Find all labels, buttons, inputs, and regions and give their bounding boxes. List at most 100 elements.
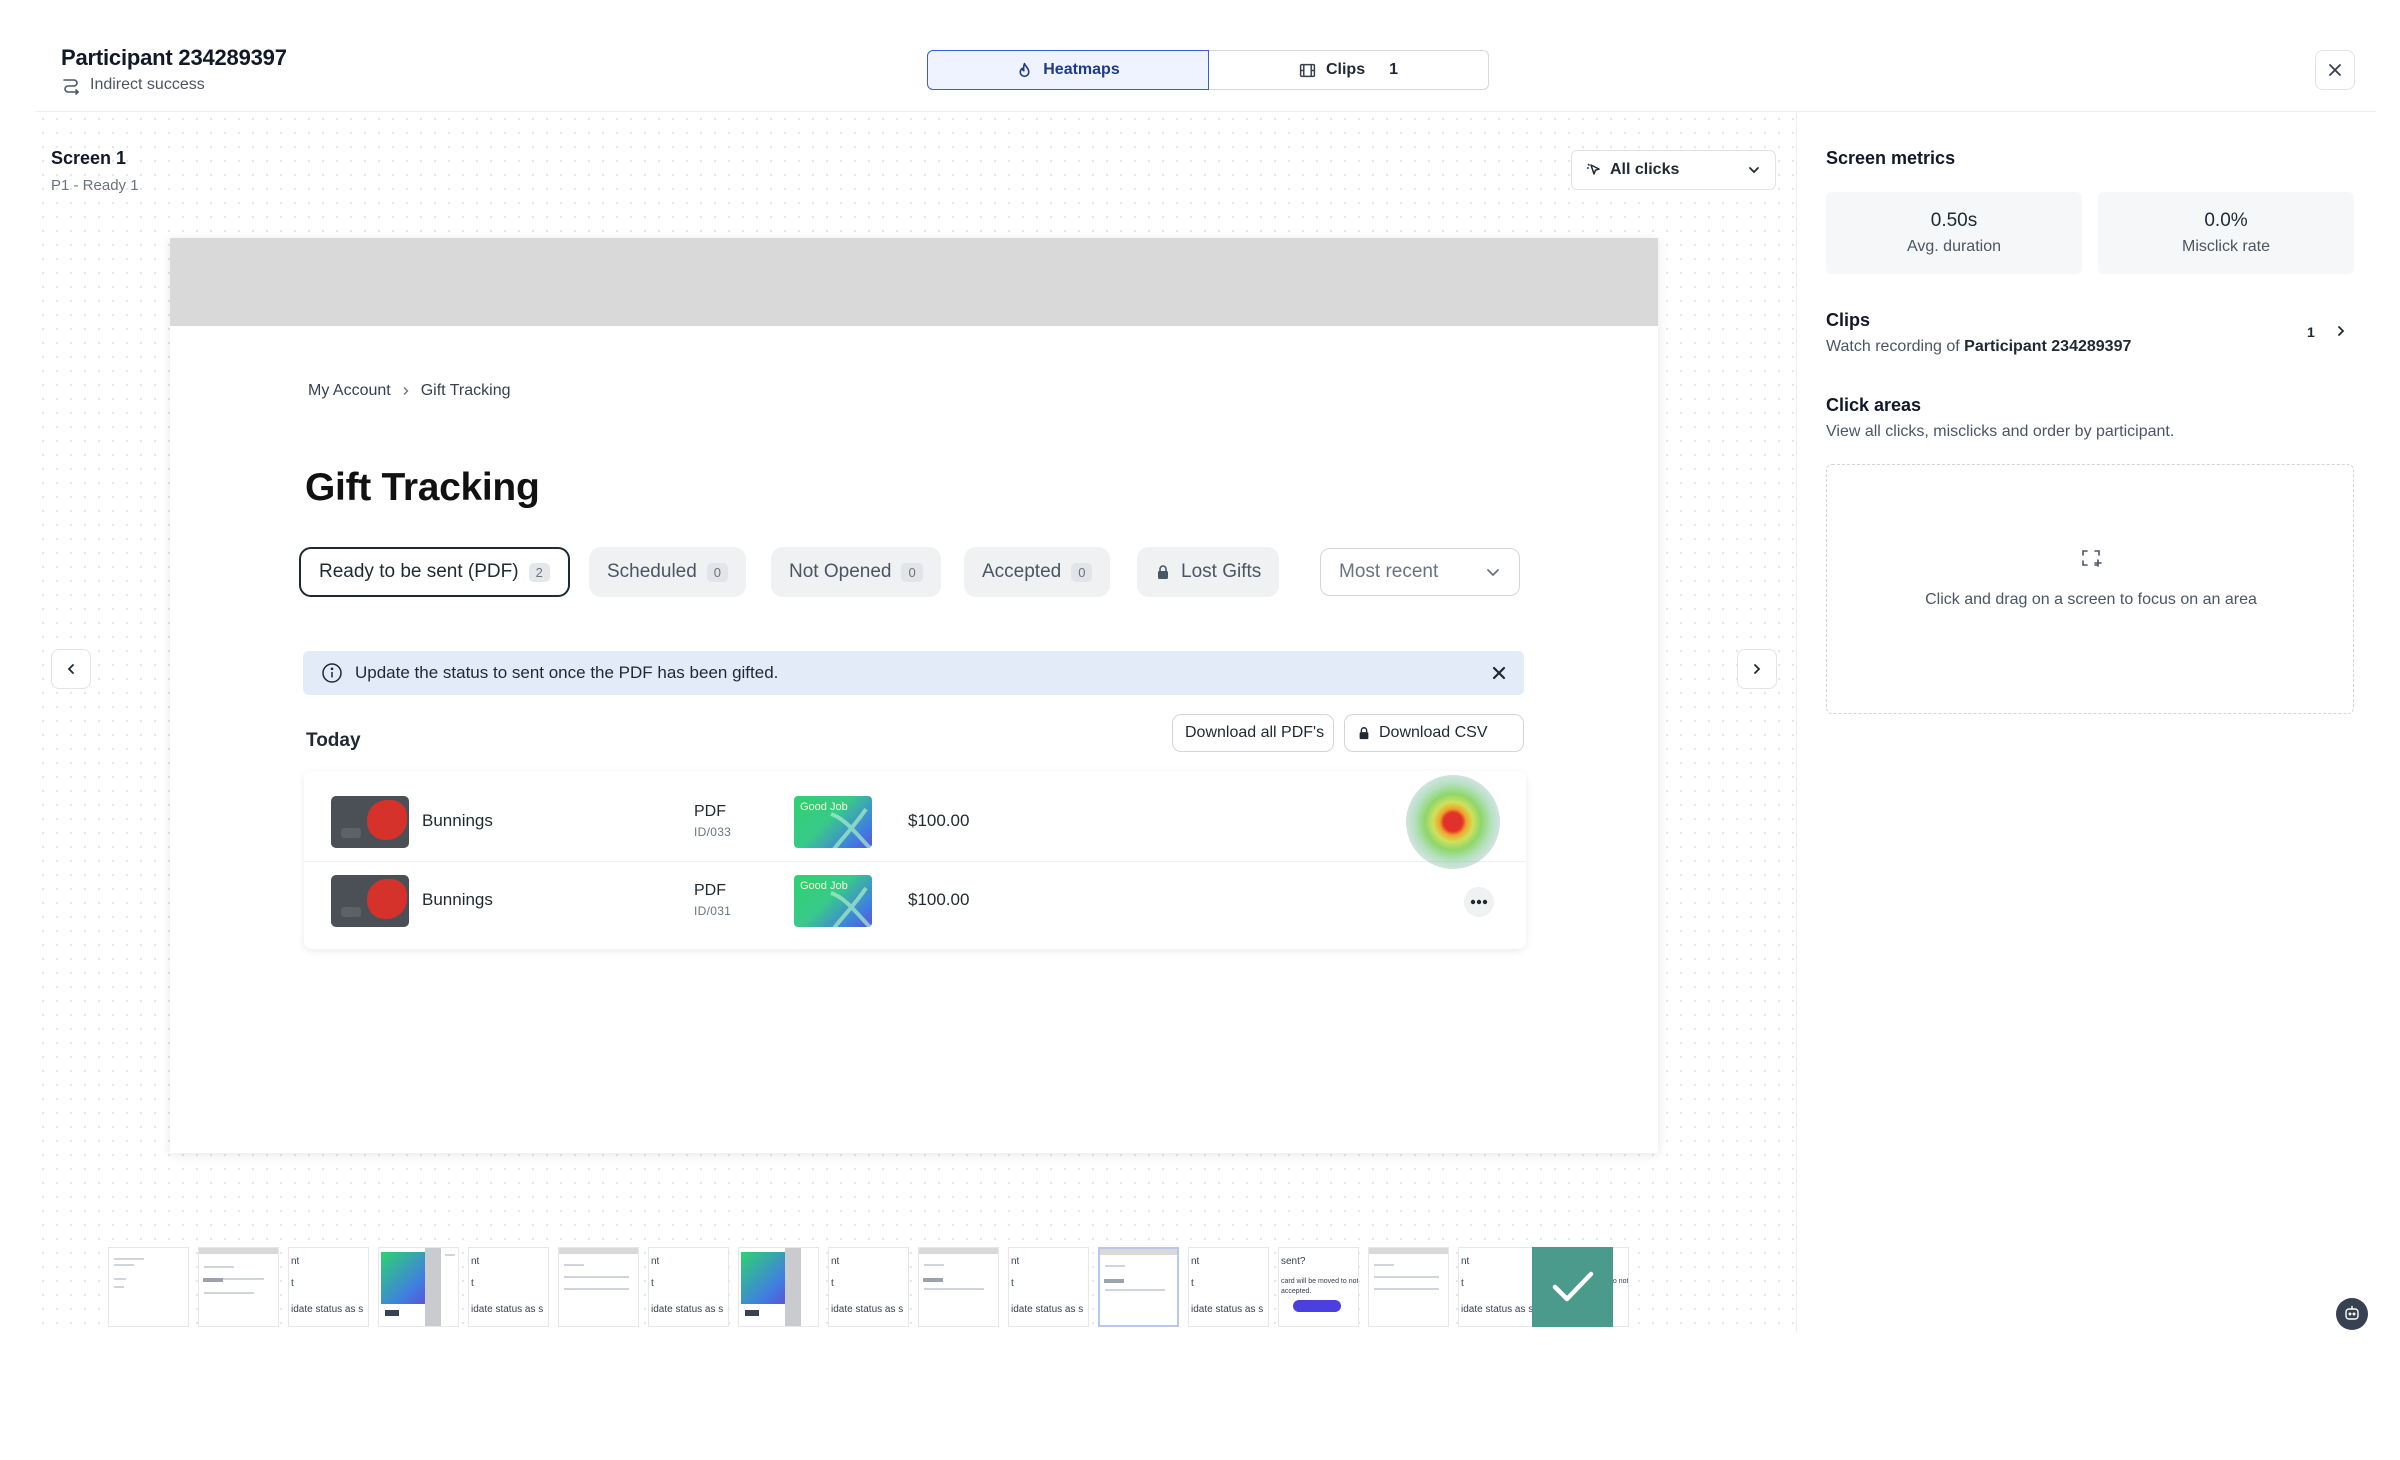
breadcrumb-gift-tracking: Gift Tracking [420,382,511,399]
filter-count: 2 [528,562,550,582]
clicks-filter-select[interactable]: All clicks [1571,150,1776,190]
tab-heatmaps-label: Heatmaps [1043,61,1120,78]
next-screen-button[interactable] [1737,649,1777,689]
click-area-empty-text: Click and drag on a screen to focus on a… [1925,591,2257,608]
mock-topbar [170,238,1658,326]
participant-status: Indirect success [61,75,205,95]
screen-thumbnail[interactable] [1368,1247,1449,1327]
filter-lost-gifts: Lost Gifts [1137,547,1280,597]
close-button[interactable] [2315,50,2355,90]
screen-thumbnail[interactable]: nt t idate status as s [288,1247,369,1327]
screen-thumbnail[interactable] [198,1247,279,1327]
screen-thumbnail[interactable] [558,1247,639,1327]
more-horizontal-icon [1470,899,1488,905]
gift-row: Bunnings PDF ID/033 Good Job $100.00 [304,783,1526,861]
close-icon [1492,666,1506,680]
heatmap-click-spot [1406,775,1500,869]
screen-preview[interactable]: My Account Gift Tracking Gift Tracking R… [170,238,1658,1153]
click-area-dropzone[interactable]: Click and drag on a screen to focus on a… [1826,464,2354,714]
filter-not-opened: Not Opened 0 [771,547,941,597]
chevron-down-icon [1487,569,1499,577]
filter-count: 0 [1071,562,1093,582]
screen-thumbnail[interactable]: nt t idate status as s [468,1247,549,1327]
help-fab-button[interactable] [2336,1298,2368,1330]
tab-clips-label: Clips [1325,61,1366,78]
lock-icon [1158,565,1168,579]
filter-label: Scheduled [607,561,697,582]
header: Participant 234289397 Indirect success H… [0,0,2400,112]
tab-clips[interactable]: Clips 1 [1209,50,1489,90]
download-all-pdfs-button: Download all PDF's [1172,714,1334,752]
filter-label: Accepted [982,561,1062,582]
card-design-text: Good Job [800,801,848,813]
header-divider [36,111,2376,112]
clips-count: 1 [2307,324,2315,340]
gift-id: ID/033 [694,825,732,839]
gift-type: PDF [694,803,726,820]
chevron-left-icon [67,664,74,674]
screen-thumbnail[interactable] [378,1247,459,1327]
info-banner: Update the status to sent once the PDF h… [303,651,1524,695]
screen-thumbnail[interactable]: nt t idate status as s [648,1247,729,1327]
download-all-pdfs-label: Download all PDF's [1185,724,1325,741]
metric-value: 0.0% [2204,210,2248,231]
screen-thumbnail[interactable]: sent? card will be moved to not o accept… [1278,1247,1359,1327]
filter-count: 0 [901,562,923,582]
chevron-down-icon [1749,167,1759,174]
breadcrumb-my-account: My Account [308,382,391,399]
participant-status-label: Indirect success [90,76,205,93]
view-toggle: Heatmaps Clips 1 [927,50,1489,90]
screen-thumbnail[interactable]: nt t idate status as s [1008,1247,1089,1327]
route-icon [63,79,80,95]
screen-thumbnail[interactable]: nt t idate status as s [1458,1247,1539,1327]
success-screen-thumbnail[interactable] [1532,1247,1613,1327]
tab-heatmaps[interactable]: Heatmaps [927,50,1209,90]
screen-thumbnail[interactable]: nt t idate status as s [828,1247,909,1327]
card-design-text: Good Job [800,880,848,892]
filter-label: Not Opened [789,561,892,582]
card-design-image: Good Job [794,796,872,848]
screen-thumbnail[interactable]: nt t idate status as s [1188,1247,1269,1327]
click-areas-description: View all clicks, misclicks and order by … [1826,423,2175,440]
screen-title: Screen 1 [51,148,127,168]
gift-type: PDF [694,882,726,899]
cursor-click-icon [1587,163,1600,175]
info-icon [322,663,342,683]
metric-label: Avg. duration [1907,238,2001,255]
screen-thumbnail[interactable] [918,1247,999,1327]
screen-thumbnail[interactable] [108,1247,189,1327]
gift-amount: $100.00 [908,811,970,830]
gift-row: Bunnings PDF ID/031 Good Job $100.00 [304,861,1526,939]
chevron-right-icon[interactable] [2334,324,2348,338]
gift-amount: $100.00 [908,890,970,909]
sort-select: Most recent [1320,548,1520,596]
flame-icon [1019,62,1030,77]
merchant-logo [331,796,409,848]
chat-assist-icon [2345,1305,2359,1320]
screen-thumbnail-current[interactable] [1098,1247,1179,1327]
previous-screen-button[interactable] [51,649,91,689]
merchant-name: Bunnings [422,811,493,830]
metric-value: 0.50s [1930,210,1978,231]
filter-accepted: Accepted 0 [964,547,1111,597]
clips-description[interactable]: Watch recording of Participant 234289397 [1826,338,2131,356]
filter-ready-to-be-sent: Ready to be sent (PDF) 2 [299,547,570,597]
filter-label: Lost Gifts [1181,561,1262,582]
filter-count: 0 [706,562,729,582]
film-icon [1299,63,1316,77]
filter-label: Ready to be sent (PDF) [319,561,519,582]
tab-clips-count: 1 [1389,61,1399,78]
clips-desc-prefix: Watch recording of [1826,338,1960,355]
metric-avg-duration: 0.50s Avg. duration [1826,192,2082,274]
metric-label: Misclick rate [2181,238,2270,255]
gift-id: ID/031 [694,904,732,918]
screen-thumbnail[interactable] [738,1247,819,1327]
sort-label: Most recent [1339,561,1439,582]
checkmark-icon [1552,1271,1593,1302]
download-csv-label: Download CSV [1379,724,1488,741]
more-options-button [1464,887,1494,917]
screen-metrics-title: Screen metrics [1826,148,1956,168]
card-design-image: Good Job [794,875,872,927]
gift-list: Bunnings PDF ID/033 Good Job $100.00 Bun… [304,771,1526,949]
download-csv-button: Download CSV [1344,714,1524,752]
